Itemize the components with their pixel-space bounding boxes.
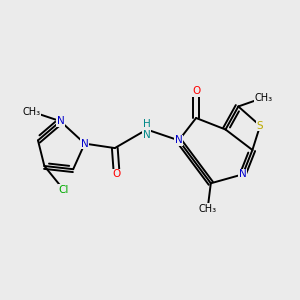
Text: N: N: [56, 116, 64, 126]
Text: S: S: [257, 121, 263, 131]
Text: CH₃: CH₃: [22, 106, 40, 117]
Text: O: O: [192, 86, 200, 96]
Text: H
N: H N: [143, 119, 151, 140]
Text: CH₃: CH₃: [199, 204, 217, 214]
Text: CH₃: CH₃: [255, 92, 273, 103]
Text: N: N: [239, 169, 247, 179]
Text: Cl: Cl: [58, 185, 69, 195]
Text: N: N: [81, 139, 88, 148]
Text: O: O: [112, 169, 121, 179]
Text: N: N: [175, 135, 183, 146]
